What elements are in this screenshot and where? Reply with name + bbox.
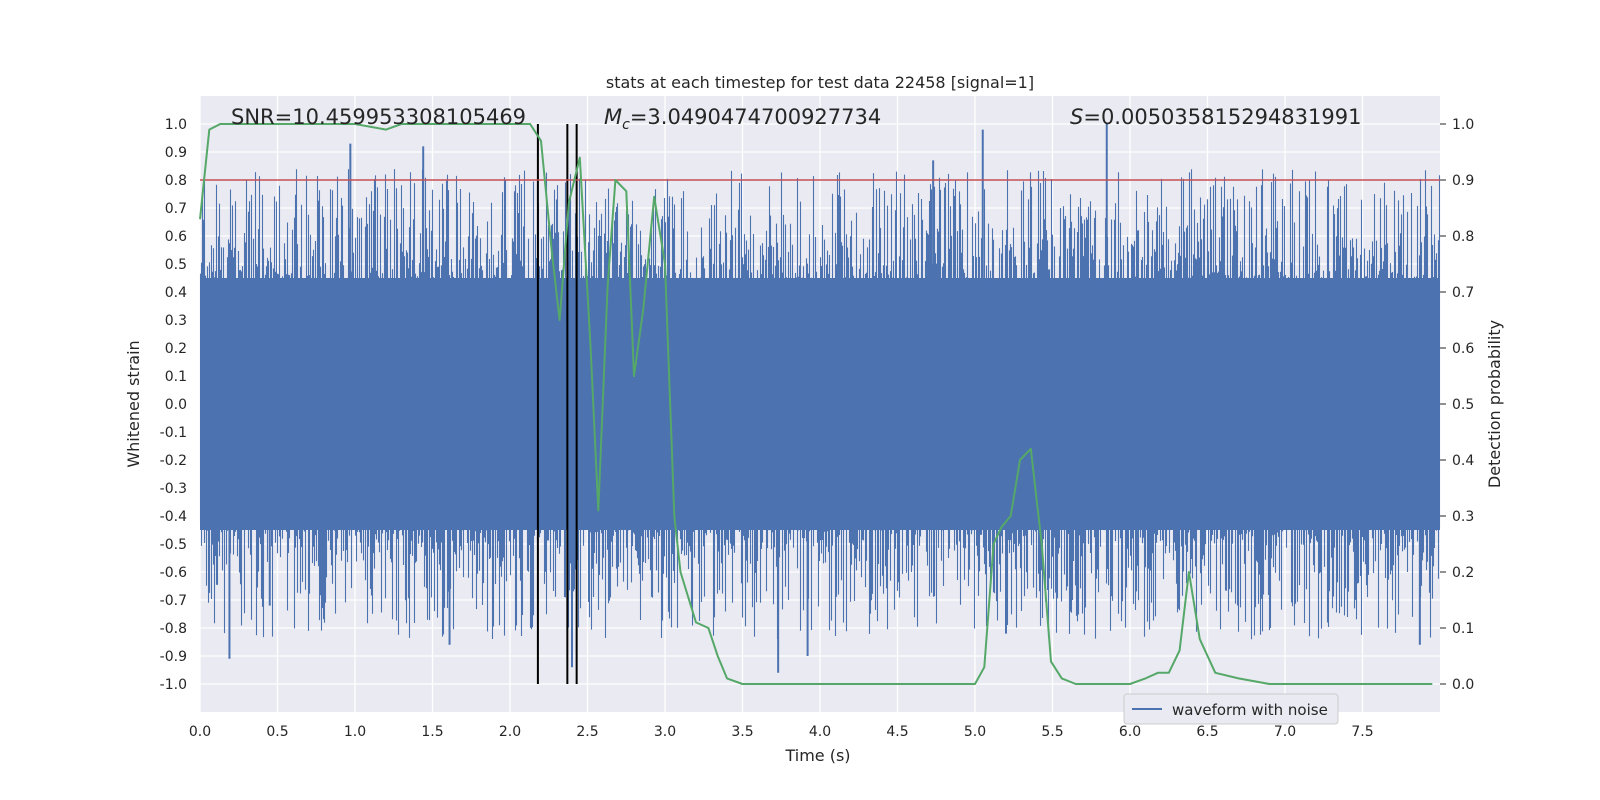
y-tick-label: -0.5 <box>160 537 187 553</box>
y-tick-label: -0.1 <box>160 425 187 441</box>
x-tick-label: 6.5 <box>1196 724 1218 740</box>
y-tick-label: -0.6 <box>160 565 187 581</box>
legend-box <box>1123 693 1339 725</box>
y-tick-label: 0.4 <box>165 285 187 301</box>
y-tick-label: 1.0 <box>165 117 187 133</box>
x-tick-label: 0.5 <box>266 724 288 740</box>
x-tick-label: 5.5 <box>1041 724 1063 740</box>
chirp-mass-symbol: M <box>604 105 622 129</box>
x-tick-label: 7.5 <box>1351 724 1373 740</box>
y-tick-label: 0.3 <box>165 313 187 329</box>
chirp-mass-annotation: Mc=3.0490474700927734 <box>604 105 881 133</box>
legend-label: waveform with noise <box>1172 701 1328 719</box>
y2-tick-label: 0.5 <box>1452 397 1474 413</box>
x-axis-label: Time (s) <box>784 746 850 765</box>
y2-tick-label: 0.1 <box>1452 621 1474 637</box>
y2-tick-label: 0.0 <box>1452 677 1474 693</box>
probability-series <box>199 123 1433 685</box>
y-tick-label: 0.8 <box>165 173 187 189</box>
x-tick-label: 1.0 <box>344 724 366 740</box>
x-tick-label: 3.0 <box>654 724 676 740</box>
y2-tick-label: 0.8 <box>1452 229 1474 245</box>
x-tick-label: 0.0 <box>189 724 211 740</box>
x-tick-label: 5.0 <box>964 724 986 740</box>
y2-tick-label: 0.6 <box>1452 341 1474 357</box>
y-tick-label: -0.4 <box>160 509 187 525</box>
x-tick-label: 3.5 <box>731 724 753 740</box>
y-axis-label: Whitened strain <box>124 340 143 467</box>
chart-title: stats at each timestep for test data 224… <box>606 73 1034 92</box>
y-tick-label: 0.9 <box>165 145 187 161</box>
x-axis-ticks: 0.0 0.5 1.0 1.5 2.0 2.5 3.0 3.5 4.0 4.5 5.0 5.5 6.0 6… <box>189 724 1374 740</box>
y2-tick-label: 1.0 <box>1452 117 1474 133</box>
y-tick-label: -1.0 <box>160 677 187 693</box>
x-tick-label: 4.0 <box>809 724 831 740</box>
x-tick-label: 2.5 <box>576 724 598 740</box>
x-tick-label: 2.0 <box>499 724 521 740</box>
waveform-series <box>199 124 1441 673</box>
snr-annotation: SNR=10.459953308105469 <box>231 105 526 129</box>
x-tick-label: 4.5 <box>886 724 908 740</box>
s-symbol: S <box>1070 105 1083 129</box>
legend: waveform with noise <box>1123 693 1339 725</box>
y2-axis-ticks: 1.0 0.9 0.8 0.7 0.6 0.5 0.4 0.3 0.2 0.1 0.0 <box>1440 117 1474 693</box>
y2-tick-label: 0.9 <box>1452 173 1474 189</box>
y-tick-label: -0.8 <box>160 621 187 637</box>
y-tick-label: 0.1 <box>165 369 187 385</box>
x-tick-label: 6.0 <box>1119 724 1141 740</box>
x-tick-label: 1.5 <box>421 724 443 740</box>
y-tick-label: -0.2 <box>160 453 187 469</box>
y-tick-label: 0.6 <box>165 229 187 245</box>
y2-axis-label: Detection probability <box>1485 320 1504 488</box>
waveform-trace <box>199 169 1441 640</box>
s-annotation: S=0.005035815294831991 <box>1070 105 1361 129</box>
chirp-mass-subscript: c <box>622 117 630 133</box>
y-axis-ticks: 1.0 0.9 0.8 0.7 0.6 0.5 0.4 0.3 0.2 0.1 0.0 -0.1 -0.… <box>160 117 187 693</box>
y-tick-label: -0.3 <box>160 481 187 497</box>
y2-tick-label: 0.7 <box>1452 285 1474 301</box>
s-value: =0.005035815294831991 <box>1083 105 1361 129</box>
y2-tick-label: 0.3 <box>1452 509 1474 525</box>
y2-tick-label: 0.4 <box>1452 453 1474 469</box>
y-tick-label: -0.9 <box>160 649 187 665</box>
x-tick-label: 7.0 <box>1274 724 1296 740</box>
chirp-mass-value: =3.0490474700927734 <box>630 105 881 129</box>
y-tick-label: 0.5 <box>165 257 187 273</box>
y2-tick-label: 0.2 <box>1452 565 1474 581</box>
detection-probability-line <box>199 123 1433 685</box>
y-tick-label: -0.7 <box>160 593 187 609</box>
y-tick-label: 0.7 <box>165 201 187 217</box>
y-tick-label: 0.2 <box>165 341 187 357</box>
y-tick-label: 0.0 <box>165 397 187 413</box>
